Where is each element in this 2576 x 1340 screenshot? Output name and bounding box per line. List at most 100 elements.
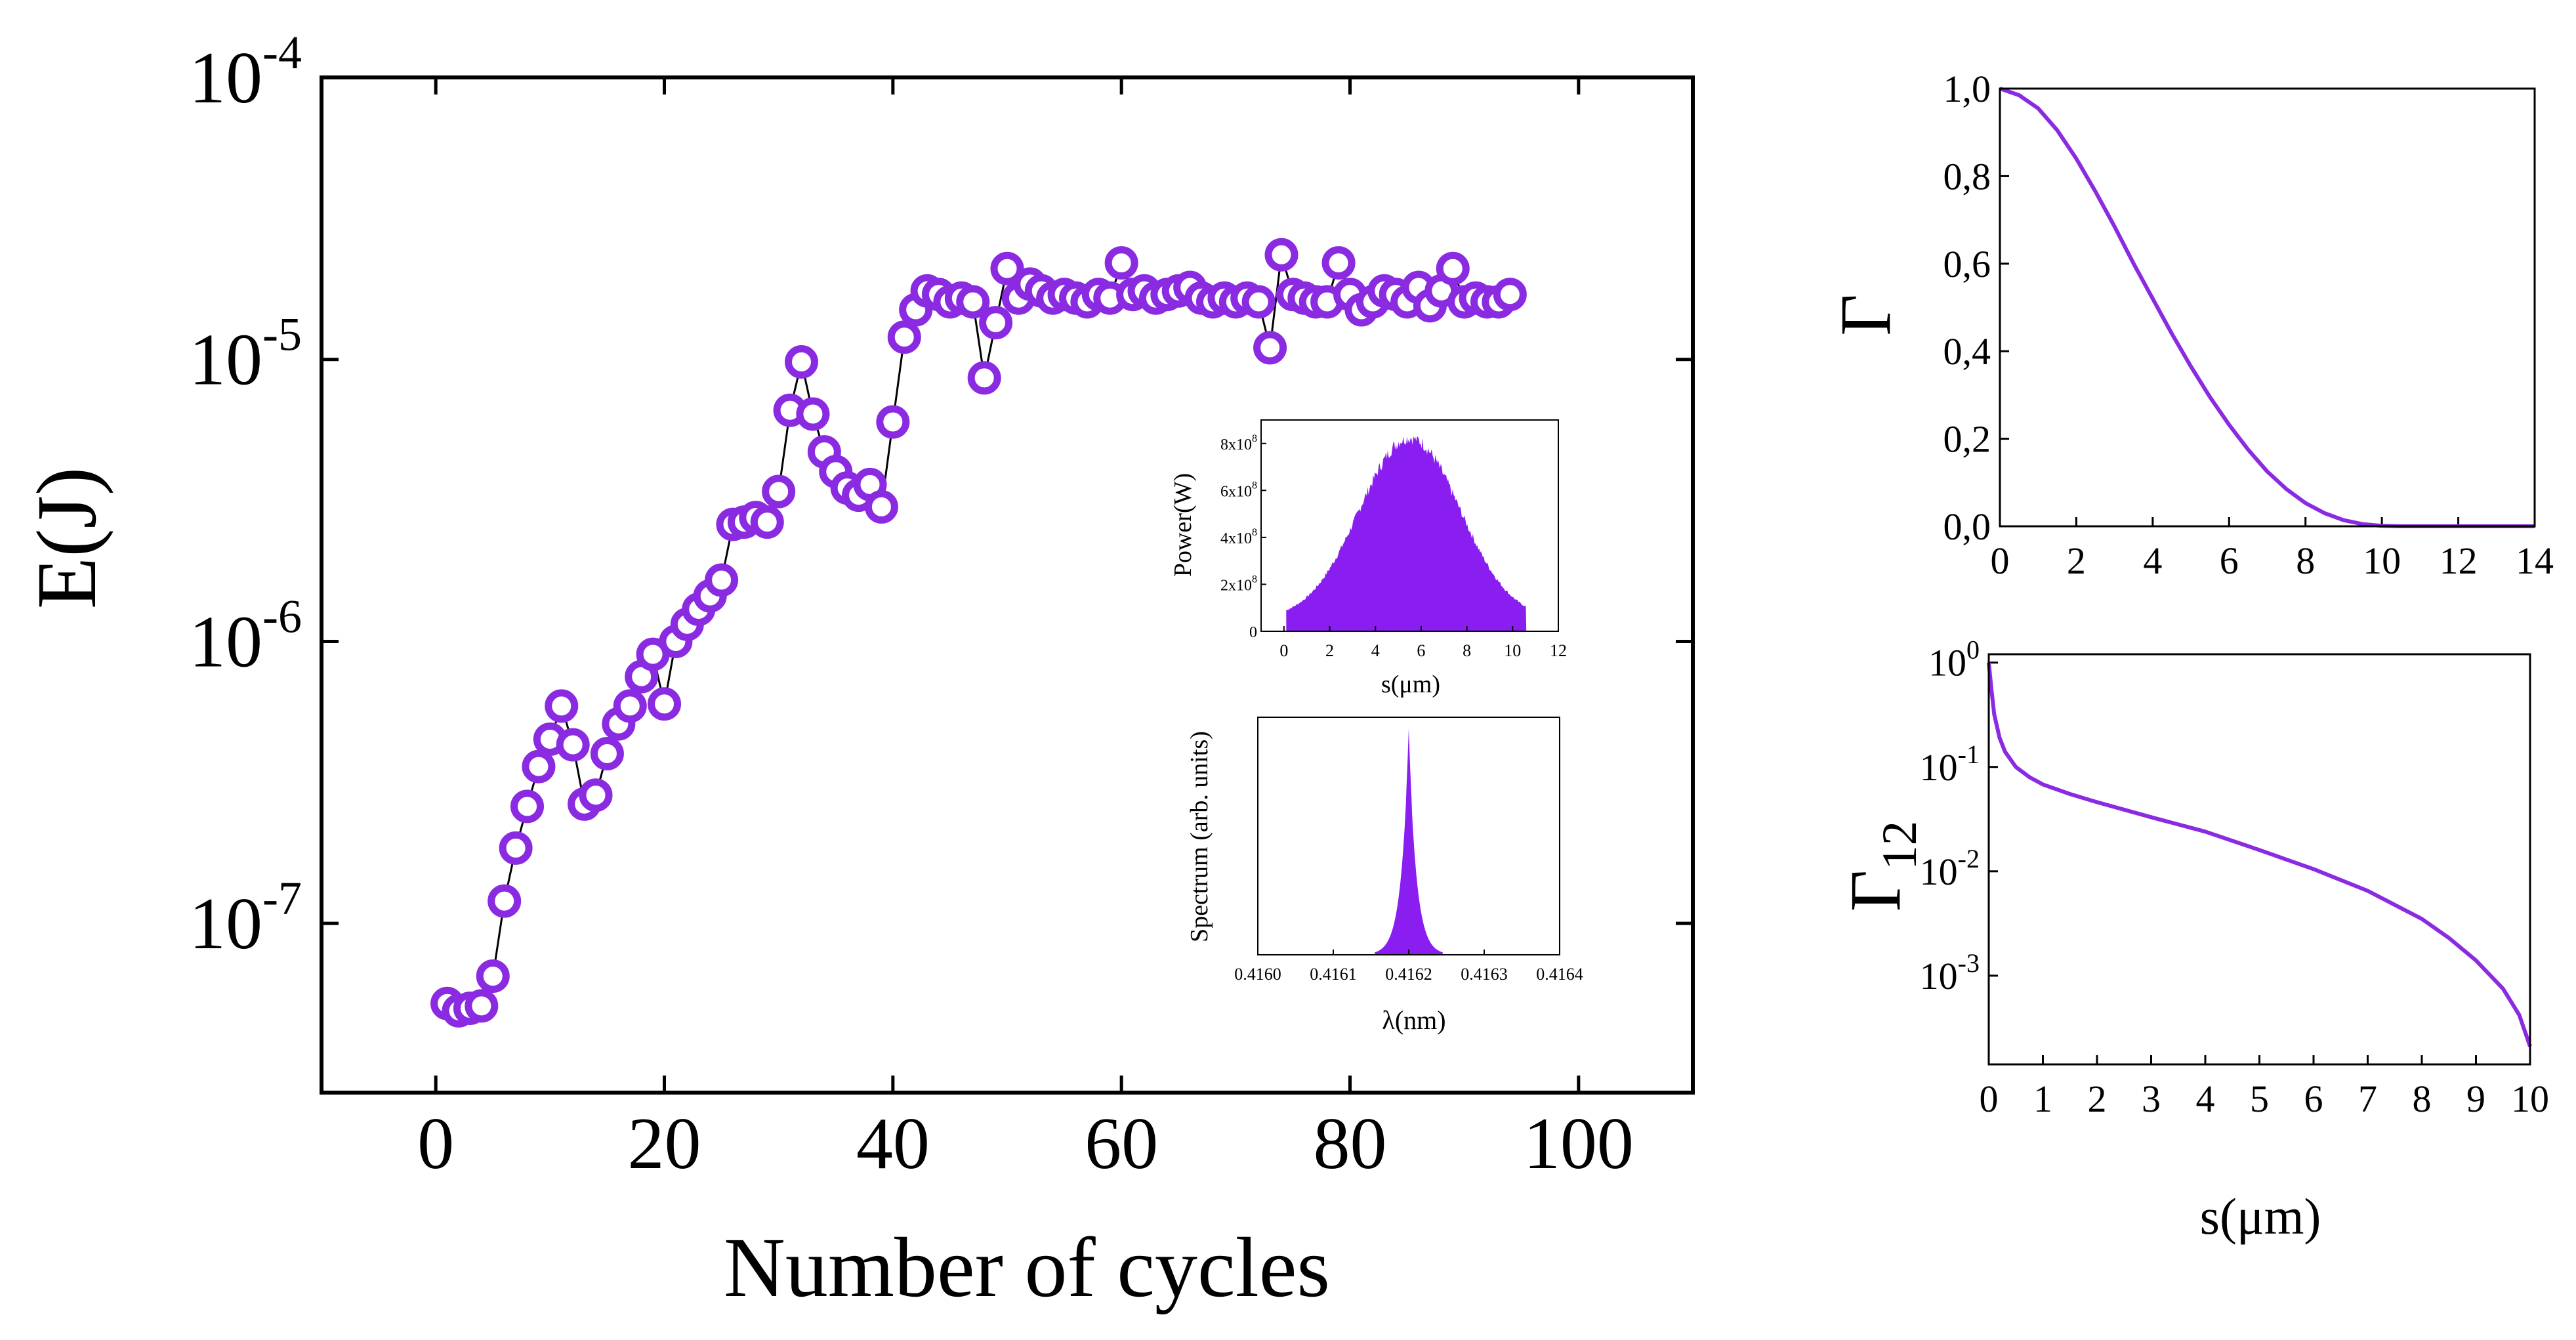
main-y-tick-label: 10-7: [189, 872, 302, 965]
gamma12-y-tick-label: 100: [1928, 635, 1980, 684]
gamma-plot-frame: [1999, 87, 2536, 528]
gamma12-x-tick-label: 1: [2033, 1078, 2052, 1120]
main-data-point: [864, 490, 898, 524]
gamma12-x-tick-label: 7: [2358, 1078, 2377, 1120]
inset-spectrum-chart: 0.4160 0.4161 0.4162 0.4163 0.4164 λ(nm) Spe…: [1186, 717, 1583, 1035]
main-data-point: [1104, 246, 1138, 280]
main-x-tick-label: 40: [856, 1103, 930, 1184]
gamma-y-tick-label: 0,6: [1943, 243, 1991, 285]
main-x-tick-label: 80: [1314, 1103, 1387, 1184]
main-data-point: [762, 474, 796, 509]
gamma12-y-tick-label: 10-1: [1920, 740, 1980, 789]
inset-power-x-tick-label: 6: [1417, 641, 1425, 660]
gamma12-x-tick-label: 2: [2088, 1078, 2107, 1120]
main-data-point: [967, 361, 1001, 395]
gamma-y-tick-label: 0,8: [1943, 155, 1991, 198]
main-data-point: [979, 306, 1013, 340]
gamma12-x-tick-label: 5: [2250, 1078, 2269, 1120]
gamma12-x-tick-label: 3: [2142, 1078, 2161, 1120]
inset-spectrum-x-tick-label: 0.4160: [1234, 965, 1281, 984]
inset-power-x-tick-label: 0: [1279, 641, 1288, 660]
inset-power-y-tick-label: 4x108: [1220, 527, 1257, 547]
gamma-x-tick-label: 0: [1991, 539, 2010, 582]
gamma-y-axis-label: Γ: [1825, 294, 1905, 336]
gamma-x-tick-label: 2: [2067, 539, 2086, 582]
main-data-point: [488, 884, 522, 918]
gamma12-y-tick-label: 10-2: [1920, 844, 1980, 893]
main-data-point: [1321, 246, 1356, 280]
gamma-x-tick-label: 14: [2516, 539, 2554, 582]
inset-power-area: [1286, 436, 1527, 631]
inset-spectrum-x-label: λ(nm): [1382, 1005, 1445, 1035]
gamma-y-tick-label: 0,2: [1943, 418, 1991, 461]
main-data-point: [750, 505, 784, 539]
inset-power-x-tick-label: 4: [1371, 641, 1380, 660]
inset-power-x-tick-label: 2: [1325, 641, 1334, 660]
gamma12-y-axis-label: Γ12: [1835, 821, 1927, 912]
main-x-tick-label: 20: [628, 1103, 701, 1184]
main-data-point: [1264, 238, 1298, 272]
main-data-point: [1253, 331, 1287, 365]
main-data-point: [556, 728, 590, 762]
main-data-point: [648, 687, 681, 721]
gamma-x-tick-label: 12: [2440, 539, 2478, 582]
inset-power-y-tick-label: 0: [1249, 624, 1257, 641]
main-x-tick-label: 0: [417, 1103, 454, 1184]
gamma12-x-tick-label: 8: [2413, 1078, 2432, 1120]
inset-power-y-tick-label: 2x108: [1220, 574, 1257, 594]
main-data-point: [476, 959, 510, 994]
inset-spectrum-x-tick-label: 0.4161: [1310, 965, 1357, 984]
inset-power-y-tick-label: 6x108: [1220, 480, 1257, 500]
gamma-y-tick-label: 0,4: [1943, 330, 1991, 373]
inset-power-x-tick-label: 10: [1504, 641, 1521, 660]
main-data-point: [590, 736, 624, 770]
main-y-tick-label: 10-5: [189, 308, 302, 401]
main-data-point: [990, 251, 1024, 285]
inset-spectrum-frame: [1257, 717, 1560, 955]
inset-power-x-label: s(μm): [1381, 671, 1440, 698]
main-x-axis-label: Number of cycles: [724, 1221, 1330, 1315]
inset-power-y-label: Power(W): [1169, 473, 1197, 577]
gamma12-x-tick-label: 0: [1980, 1078, 1999, 1120]
gamma-x-tick-label: 10: [2363, 539, 2401, 582]
main-data-point: [956, 285, 990, 319]
main-data-point: [887, 320, 921, 354]
main-data-point: [876, 405, 910, 439]
gamma12-x-tick-label: 9: [2466, 1078, 2485, 1120]
inset-power-y-tick-label: 8x108: [1220, 433, 1257, 453]
gamma12-chart: 0 1 2 3 4 5 6 7 8 9 10 100 10-1 10-2 10-3 Γ12 s(μm): [1835, 635, 2549, 1245]
gamma12-x-tick-label: 6: [2304, 1078, 2323, 1120]
inset-spectrum-x-tick-label: 0.4163: [1461, 965, 1508, 984]
main-data-point: [465, 989, 499, 1023]
main-x-tick-label: 60: [1085, 1103, 1158, 1184]
gamma-x-tick-label: 4: [2143, 539, 2162, 582]
main-data-point: [499, 831, 533, 865]
main-data-point: [510, 789, 544, 824]
gamma-y-tick-label: 1,0: [1943, 68, 1991, 110]
main-data-point: [522, 749, 556, 784]
main-x-tick-label: 100: [1524, 1103, 1634, 1184]
main-data-point: [1436, 251, 1470, 285]
main-data-point: [1241, 285, 1276, 319]
main-data-point: [613, 689, 647, 723]
inset-spectrum-y-label: Spectrum (arb. units): [1186, 731, 1213, 942]
gamma-x-tick-label: 6: [2220, 539, 2239, 582]
main-y-axis-label: E(J): [20, 467, 114, 610]
gamma-curve: [1999, 87, 2535, 528]
gamma12-x-tick-label: 4: [2196, 1078, 2215, 1120]
gamma-y-tick-label: 0,0: [1943, 505, 1991, 548]
main-data-point: [796, 397, 830, 431]
main-data-point: [785, 345, 818, 379]
inset-power-frame: [1260, 419, 1559, 632]
main-data-point: [545, 689, 579, 723]
main-y-tick-label: 10-6: [189, 590, 302, 682]
gamma12-y-tick-label: 10-3: [1920, 948, 1980, 997]
main-data-point: [579, 778, 613, 812]
gamma12-x-axis-label: s(μm): [2200, 1188, 2321, 1245]
inset-power-chart: 0 2 4 6 8 10 12 0 2x108 4x108 6x108 8x108 s(μm) Pow…: [1169, 419, 1567, 698]
gamma-chart: 0 2 4 6 8 10 12 14 0,0 0,2 0,4 0,6 0,8 1,0 Γ: [1825, 68, 2554, 582]
gamma12-curve: [1987, 662, 2532, 1047]
gamma-x-tick-label: 8: [2296, 539, 2315, 582]
